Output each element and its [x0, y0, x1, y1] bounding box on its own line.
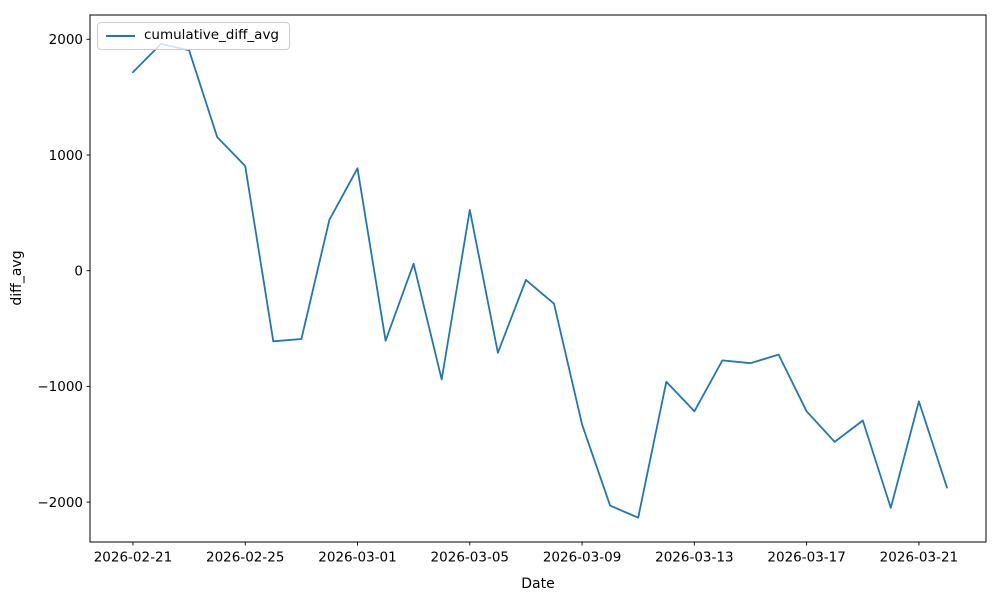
y-tick-label: −2000 — [37, 495, 83, 511]
x-tick-label: 2026-02-25 — [206, 550, 284, 566]
x-tick-label: 2026-03-05 — [431, 550, 509, 566]
x-axis-label: Date — [521, 576, 555, 592]
x-tick-label: 2026-03-13 — [655, 550, 733, 566]
y-tick-label: 0 — [74, 263, 83, 279]
x-tick-label: 2026-03-09 — [543, 550, 621, 566]
legend: cumulative_diff_avg — [97, 22, 290, 50]
y-tick-label: 2000 — [49, 32, 83, 48]
x-tick-label: 2026-03-01 — [318, 550, 396, 566]
x-tick-label: 2026-02-21 — [94, 550, 172, 566]
y-tick-label: 1000 — [49, 148, 83, 164]
y-axis-label: diff_avg — [9, 250, 25, 306]
legend-line-swatch — [106, 35, 135, 37]
x-tick-label: 2026-03-21 — [880, 550, 958, 566]
plot-spines — [89, 14, 987, 543]
y-tick-label: −1000 — [37, 379, 83, 395]
legend-label: cumulative_diff_avg — [144, 27, 279, 44]
series-line-cumulative_diff_avg — [131, 43, 948, 519]
x-tick-label: 2026-03-17 — [767, 550, 845, 566]
